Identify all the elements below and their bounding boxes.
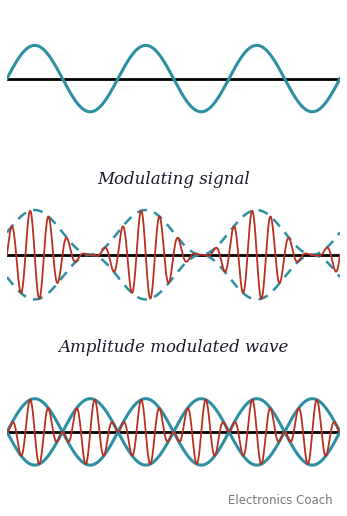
Text: Amplitude modulated wave: Amplitude modulated wave xyxy=(58,338,289,356)
Text: Modulating signal: Modulating signal xyxy=(97,171,250,188)
Text: Electronics Coach: Electronics Coach xyxy=(228,494,333,507)
